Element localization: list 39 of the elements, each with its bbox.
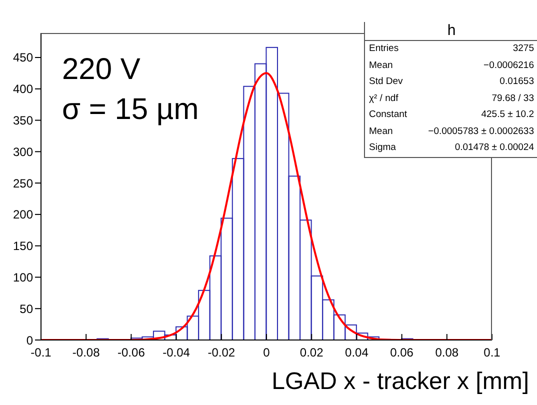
x-tick-label: 0.02: [300, 346, 324, 360]
x-tick-label: -0.06: [118, 346, 146, 360]
x-tick-label: -0.04: [162, 346, 190, 360]
x-tick-label: -0.1: [30, 346, 52, 360]
x-tick-label: -0.08: [72, 346, 100, 360]
annotation: Mean: [369, 58, 393, 72]
x-tick-label: 0: [263, 346, 270, 360]
annotation: Constant: [369, 108, 408, 122]
annotation: 425.5 ± 10.2: [481, 108, 534, 122]
annotation: Entries: [369, 42, 399, 56]
y-tick-label: 400: [12, 82, 34, 96]
annotation: σ = 15 µm: [62, 92, 199, 128]
y-tick-label: 250: [12, 176, 34, 190]
y-tick-label: 150: [12, 239, 34, 254]
y-tick-label: 350: [12, 114, 34, 128]
x-tick-label: 0.08: [435, 346, 459, 360]
x-tick-label: 0.1: [484, 346, 501, 360]
y-tick-label: 50: [20, 302, 34, 316]
x-tick-label: 0.06: [390, 346, 414, 360]
annotation: 0.01478 ± 0.00024: [454, 141, 534, 155]
y-tick-label: 200: [12, 208, 34, 222]
annotation: h: [365, 22, 537, 41]
annotation: 220 V: [62, 52, 142, 88]
x-axis-title: LGAD x - tracker x [mm]: [272, 368, 529, 396]
y-tick-label: 0: [26, 333, 34, 348]
annotation: −0.0005783 ± 0.0002633: [428, 124, 534, 138]
annotation: −0.0006216: [484, 58, 534, 72]
y-tick-label: 300: [12, 144, 34, 159]
x-tick-label: -0.02: [208, 346, 236, 360]
annotation: Mean: [369, 124, 393, 138]
y-tick-label: 450: [12, 50, 34, 65]
text: 0.01653: [500, 75, 534, 89]
y-tick-label: 100: [12, 270, 34, 284]
annotation: Sigma: [369, 141, 396, 155]
annotation: Std Dev: [369, 75, 403, 89]
x-tick-label: 0.04: [345, 346, 369, 360]
text: 3275: [512, 42, 534, 56]
annotation: χ² / ndf: [369, 92, 398, 106]
annotation: 79.68 / 33: [492, 92, 534, 106]
